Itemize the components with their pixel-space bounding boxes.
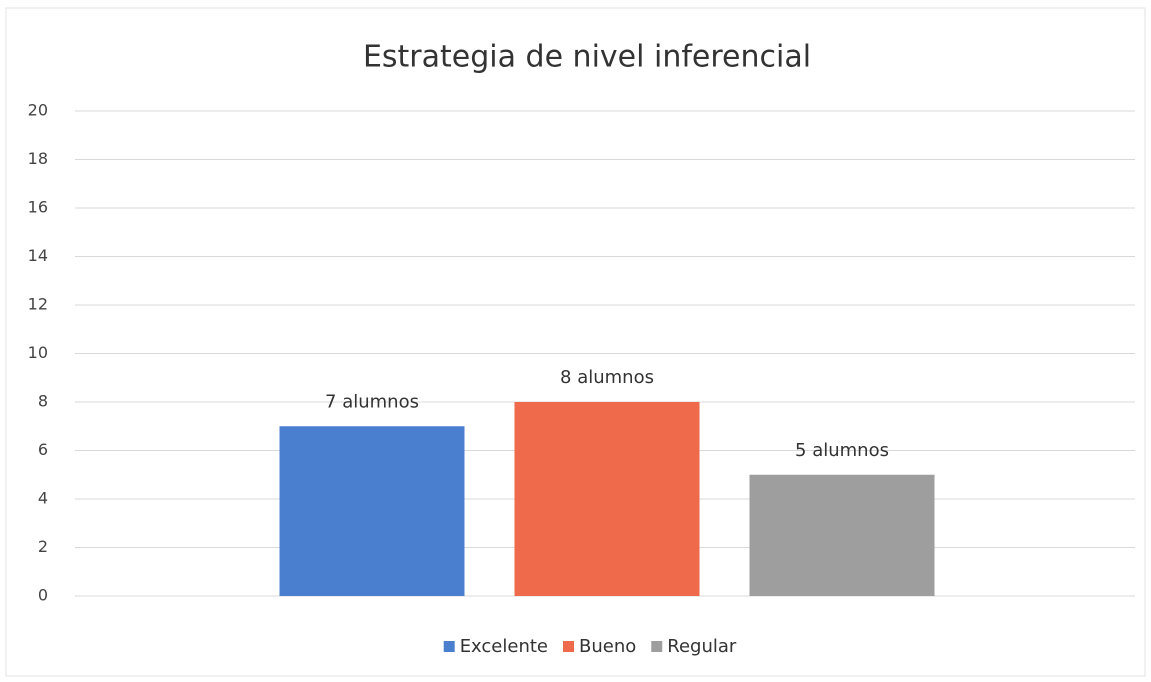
chart-title: Estrategia de nivel inferencial — [363, 40, 811, 75]
legend-label: Bueno — [579, 636, 636, 657]
y-tick-label: 18 — [28, 149, 48, 168]
y-tick-label: 2 — [38, 537, 48, 556]
bar — [514, 402, 700, 596]
y-tick-label: 12 — [28, 295, 48, 314]
legend-label: Regular — [667, 636, 737, 657]
data-label: 5 alumnos — [795, 440, 889, 461]
legend-swatch — [443, 641, 455, 652]
legend-label: Excelente — [460, 636, 548, 657]
legend-swatch — [562, 641, 574, 652]
y-tick-label: 6 — [38, 440, 48, 459]
y-tick-label: 4 — [38, 489, 48, 508]
data-label: 8 alumnos — [560, 367, 654, 388]
y-tick-label: 20 — [28, 101, 48, 120]
y-tick-label: 10 — [28, 343, 48, 362]
y-tick-label: 16 — [28, 198, 48, 217]
bar — [749, 474, 935, 596]
bar — [279, 426, 465, 596]
y-tick-label: 8 — [38, 392, 48, 411]
data-label: 7 alumnos — [325, 391, 419, 412]
y-tick-label: 0 — [38, 586, 48, 605]
y-tick-label: 14 — [28, 246, 48, 265]
legend-swatch — [651, 641, 663, 652]
